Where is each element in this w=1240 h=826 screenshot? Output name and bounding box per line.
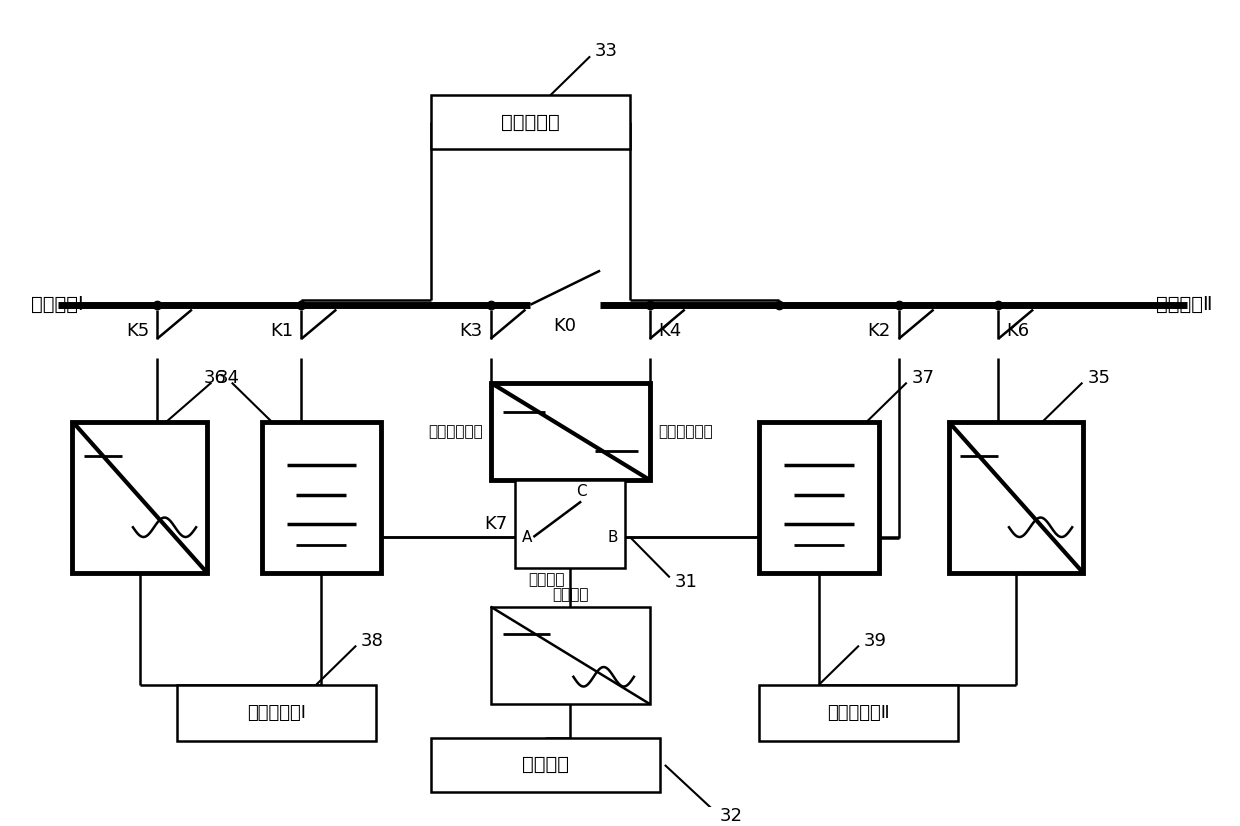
- Text: K6: K6: [1007, 322, 1029, 340]
- Text: 第二直流端口: 第二直流端口: [658, 424, 713, 439]
- Bar: [491, 606, 650, 704]
- Text: K1: K1: [270, 322, 294, 340]
- Text: K5: K5: [126, 322, 149, 340]
- Bar: [491, 382, 650, 480]
- Text: 直流端口: 直流端口: [528, 572, 565, 587]
- Text: 38: 38: [361, 632, 384, 650]
- Text: 第一直流端口: 第一直流端口: [428, 424, 482, 439]
- Bar: [759, 421, 879, 572]
- Text: B: B: [608, 529, 619, 544]
- Text: 33: 33: [595, 42, 618, 60]
- Text: 电池巡检仪Ⅱ: 电池巡检仪Ⅱ: [827, 704, 890, 722]
- Text: 直流母线Ⅰ: 直流母线Ⅰ: [31, 295, 83, 314]
- Text: A: A: [522, 529, 533, 544]
- Bar: [72, 421, 207, 572]
- Text: K0: K0: [554, 317, 577, 335]
- Text: 35: 35: [1087, 368, 1110, 387]
- Text: K4: K4: [658, 322, 681, 340]
- Bar: [262, 421, 381, 572]
- Text: 系统监控器: 系统监控器: [501, 112, 559, 131]
- Text: 31: 31: [675, 573, 698, 591]
- Bar: [516, 480, 625, 567]
- Text: 39: 39: [864, 632, 887, 650]
- Bar: [430, 738, 660, 791]
- Text: C: C: [575, 484, 587, 499]
- Text: 37: 37: [911, 368, 935, 387]
- Bar: [177, 685, 376, 741]
- Text: 36: 36: [203, 368, 227, 387]
- Text: K2: K2: [868, 322, 890, 340]
- Text: 交流端口: 交流端口: [552, 587, 589, 602]
- Text: K3: K3: [459, 322, 482, 340]
- Text: 32: 32: [719, 807, 743, 825]
- Bar: [949, 421, 1083, 572]
- Text: 34: 34: [216, 368, 239, 387]
- Text: 直流母线Ⅱ: 直流母线Ⅱ: [1156, 295, 1213, 314]
- Text: 电池巡检仪Ⅰ: 电池巡检仪Ⅰ: [247, 704, 306, 722]
- Bar: [759, 685, 959, 741]
- Text: K7: K7: [485, 515, 507, 533]
- Bar: [430, 95, 630, 149]
- Text: 交流电网: 交流电网: [522, 756, 569, 775]
